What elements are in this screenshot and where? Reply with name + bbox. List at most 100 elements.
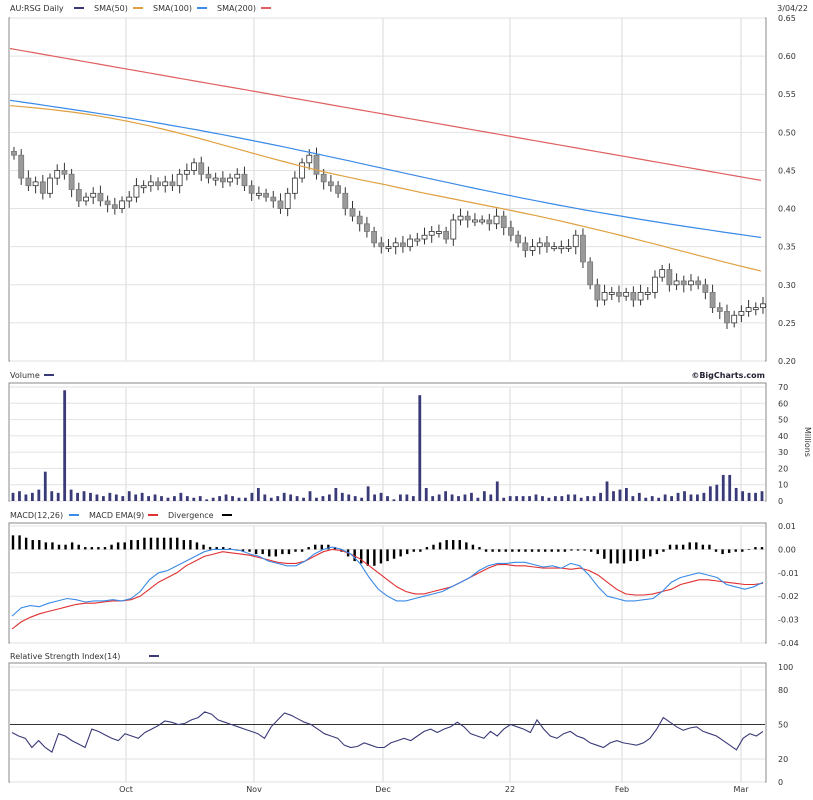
candle (18, 149, 25, 185)
volume-bar (340, 492, 344, 501)
y-tick-label: 0.50 (778, 128, 796, 137)
volume-bar (476, 497, 480, 501)
candle (61, 162, 68, 180)
divergence-bar (760, 547, 764, 550)
volume-bar (450, 494, 454, 501)
candle (536, 237, 543, 255)
divergence-bar (116, 542, 120, 550)
volume-bar (192, 497, 196, 501)
legend-label: SMA(100) (153, 4, 192, 13)
volume-bar (205, 499, 209, 501)
divergence-bar (97, 547, 100, 550)
candle (457, 208, 464, 226)
divergence-bar (392, 549, 396, 559)
candle (673, 273, 680, 291)
candle (191, 158, 197, 176)
divergence-bar (655, 549, 659, 555)
divergence-bar (557, 549, 560, 552)
candle (450, 213, 457, 246)
volume-bar (185, 496, 189, 501)
x-label: Nov (246, 785, 262, 794)
candle (183, 163, 190, 181)
volume-bar (153, 494, 157, 501)
candle (270, 191, 277, 208)
x-label: Feb (615, 785, 629, 794)
volume-bar (18, 491, 21, 501)
candle (162, 175, 169, 193)
legend-label: Volume (10, 371, 40, 380)
volume-bar (127, 491, 131, 501)
candle (25, 170, 32, 192)
divergence-bar (649, 549, 652, 557)
volume-bar (708, 486, 712, 501)
volume-bar (566, 494, 570, 501)
candle (680, 275, 687, 293)
volume-bar (289, 494, 293, 501)
candle (335, 181, 341, 198)
candle (111, 197, 118, 215)
y-tick-label: 40 (778, 432, 788, 441)
candle (97, 185, 104, 207)
volume-bar (30, 492, 34, 501)
price-candles (11, 146, 766, 329)
divergence-bar (314, 544, 317, 550)
volume-bar (43, 471, 47, 501)
candle (234, 168, 241, 185)
divergence-bar (38, 540, 41, 550)
candle (522, 236, 529, 258)
y-tick-label: 0.55 (778, 90, 796, 99)
volume-bar (392, 499, 396, 501)
divergence-bar (458, 540, 461, 550)
divergence-bar (563, 549, 567, 552)
candle (32, 176, 39, 194)
legend-label: Relative Strength Index(14) (10, 652, 120, 661)
divergence-bar (44, 542, 48, 550)
candle (623, 287, 630, 301)
volume-bar (702, 492, 706, 501)
y-tick-label: -0.04 (778, 639, 799, 648)
candle (327, 175, 334, 192)
legend-volume: Volume (10, 371, 54, 380)
volume-bar (534, 494, 538, 501)
divergence-bar (360, 549, 363, 564)
volume-bar (114, 494, 118, 501)
divergence-bar (596, 549, 599, 555)
divergence-bar (254, 549, 258, 555)
divergence-bar (432, 544, 435, 550)
volume-bar (101, 496, 105, 501)
candle (515, 230, 522, 248)
y-tick-label: 0.20 (778, 357, 796, 366)
divergence-bar (202, 544, 205, 550)
candle (544, 235, 550, 253)
chart-date: 3/04/22 (777, 4, 808, 13)
candle (637, 284, 644, 306)
y-tick-label: 20 (778, 755, 788, 764)
volume-bar (741, 491, 745, 501)
legend-label: MACD EMA(9) (89, 511, 144, 520)
candle (392, 237, 399, 255)
volume-bar (327, 494, 331, 501)
candle (385, 239, 392, 253)
divergence-bar (576, 549, 580, 551)
volume-bar (547, 497, 551, 501)
candle (54, 164, 61, 185)
y-tick-label: 0.01 (778, 522, 796, 531)
volume-bar (553, 496, 557, 501)
volume-bar (160, 496, 163, 501)
volume-bar (754, 492, 757, 501)
volume-bar (405, 494, 409, 501)
x-label: Oct (119, 785, 133, 794)
candle (227, 173, 233, 187)
divergence-bar (379, 549, 383, 564)
candle (140, 180, 147, 194)
y-tick-label: 20 (778, 464, 788, 473)
volume-bar (676, 492, 680, 501)
candle (198, 156, 205, 182)
volume-bar (424, 487, 428, 501)
divergence-bar (228, 548, 232, 550)
volume-bar (211, 497, 215, 501)
volume-bar (657, 497, 661, 501)
divergence-bar (603, 549, 606, 559)
candle (500, 210, 507, 236)
